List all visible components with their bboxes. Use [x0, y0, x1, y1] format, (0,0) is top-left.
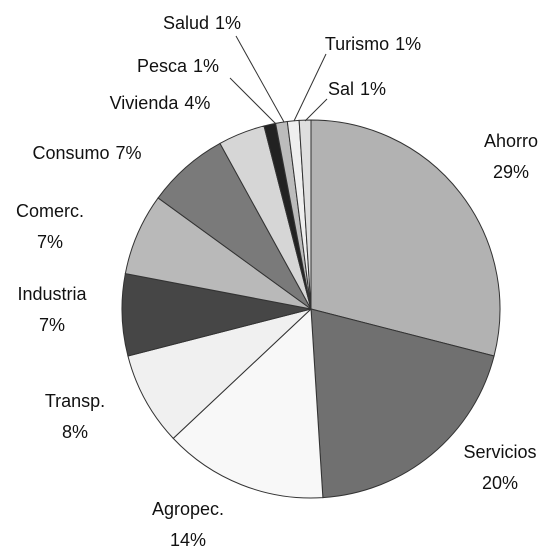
slice-value: 1% — [215, 13, 241, 33]
slice-label: Industria — [17, 284, 87, 304]
slice-value: 1% — [395, 34, 421, 54]
slice-label-group: Salud 1% — [163, 13, 241, 33]
leader-line — [235, 35, 285, 123]
slice-value: 1% — [360, 79, 386, 99]
slice-label-group: Consumo 7% — [32, 143, 141, 163]
slice-label: Sal — [328, 79, 354, 99]
slice-value: 8% — [62, 422, 88, 442]
pie-slice — [310, 119, 501, 357]
slice-value: 7% — [37, 232, 63, 252]
slice-label: Ahorro — [484, 131, 538, 151]
slice-label-group: Vivienda 4% — [110, 93, 211, 113]
leader-line — [304, 98, 328, 122]
slice-value: 4% — [184, 93, 210, 113]
slice-label: Turismo — [325, 34, 389, 54]
slice-label: Agropec. — [152, 499, 224, 519]
slice-label-group: Sal 1% — [328, 79, 386, 99]
slice-label: Pesca — [137, 56, 188, 76]
slice-label: Transp. — [45, 391, 105, 411]
pie-slice — [127, 308, 312, 440]
slice-value: 20% — [482, 473, 518, 493]
slice-value: 7% — [116, 143, 142, 163]
slice-label: Consumo — [32, 143, 109, 163]
pie-slice — [298, 119, 312, 310]
slice-label: Vivienda — [110, 93, 180, 113]
slice-value: 14% — [170, 530, 206, 550]
leader-line — [229, 77, 277, 125]
slice-label: Servicios — [463, 442, 536, 462]
slice-value: 7% — [39, 315, 65, 335]
slice-label-group: Turismo 1% — [325, 34, 421, 54]
slice-value: 29% — [493, 162, 529, 182]
slice-value: 1% — [193, 56, 219, 76]
leader-line — [293, 53, 327, 122]
pie-slice — [310, 308, 495, 499]
slice-label: Salud — [163, 13, 209, 33]
pie-slice — [172, 307, 324, 499]
slice-label: Comerc. — [16, 201, 84, 221]
slice-label-group: Pesca 1% — [137, 56, 219, 76]
